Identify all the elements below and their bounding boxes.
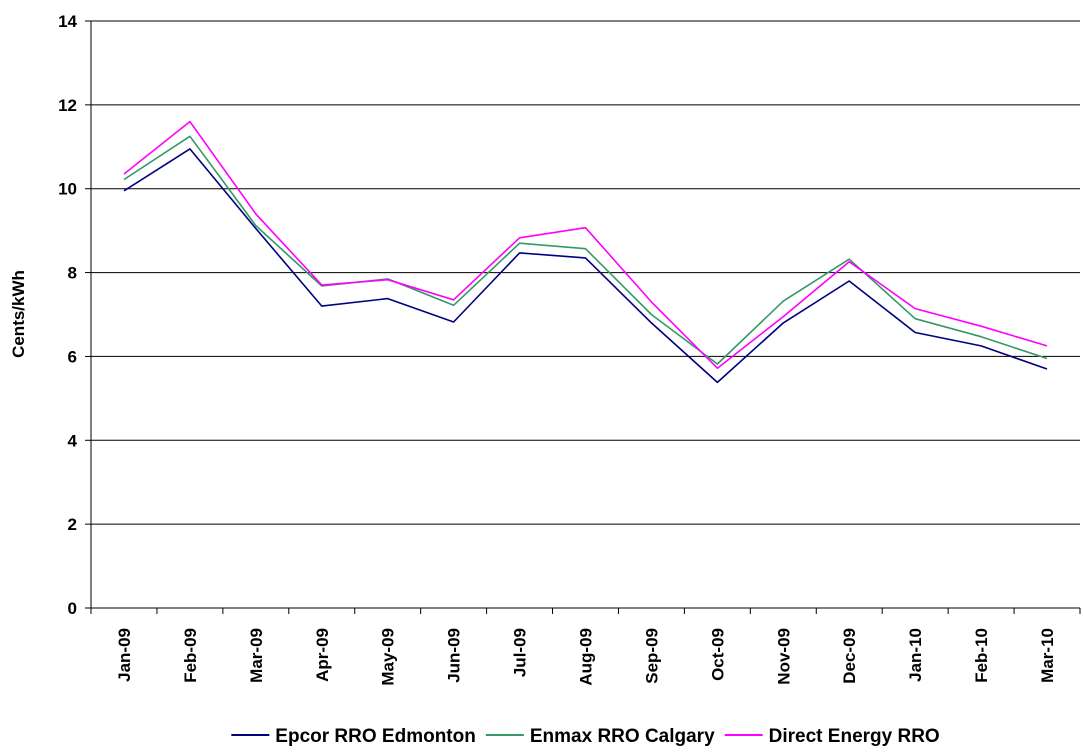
x-tick-label: Feb-09: [181, 628, 200, 683]
y-tick-label: 10: [58, 180, 77, 199]
x-tick-label: Jan-10: [906, 628, 925, 682]
series-line-0: [123, 148, 1048, 384]
y-tick-label: 0: [68, 599, 77, 618]
x-tick-label: Apr-09: [313, 628, 332, 682]
legend-label: Direct Energy RRO: [769, 726, 940, 747]
x-tick-label: Mar-09: [247, 628, 266, 683]
x-tick-label: Feb-10: [972, 628, 991, 683]
legend-item: Direct Energy RRO: [724, 726, 940, 747]
axes: [85, 20, 1081, 614]
legend-item: Enmax RRO Calgary: [485, 726, 715, 747]
x-tick-label: Sep-09: [642, 628, 661, 684]
y-axis-label: Cents/kWh: [9, 270, 28, 358]
x-tick-label: Nov-09: [774, 628, 793, 685]
series-lines: [123, 120, 1048, 384]
y-tick-label: 8: [68, 264, 77, 283]
x-tick-label: Jun-09: [445, 628, 464, 683]
y-tick-label: 6: [68, 347, 77, 366]
legend: Epcor RRO Edmonton Enmax RRO Calgary Direc…: [231, 726, 940, 747]
y-tick-label: 14: [58, 12, 77, 31]
y-tick-label: 4: [68, 431, 78, 450]
legend-label: Epcor RRO Edmonton: [275, 726, 476, 747]
x-tick-label: Aug-09: [577, 628, 596, 686]
x-tick-label: Jan-09: [115, 628, 134, 682]
y-tick-label: 2: [68, 515, 77, 534]
x-tick-label: Oct-09: [708, 628, 727, 681]
series-line-1: [123, 135, 1048, 365]
x-tick-labels: Jan-09 Feb-09 Mar-09 Apr-09 May-09 Jun-09 Jul-…: [115, 628, 1057, 686]
x-tick-label: Mar-10: [1038, 628, 1057, 683]
gridlines: [91, 20, 1080, 525]
x-tick-label: Dec-09: [840, 628, 859, 684]
y-tick-label: 12: [58, 96, 77, 115]
y-tick-labels: 0 2 4 6 8 10 12 14: [58, 12, 77, 618]
x-tick-label: Jul-09: [511, 628, 530, 677]
x-tick-label: May-09: [379, 628, 398, 686]
series-line-2: [123, 120, 1048, 370]
legend-item: Epcor RRO Edmonton: [231, 726, 476, 747]
legend-label: Enmax RRO Calgary: [530, 726, 715, 747]
